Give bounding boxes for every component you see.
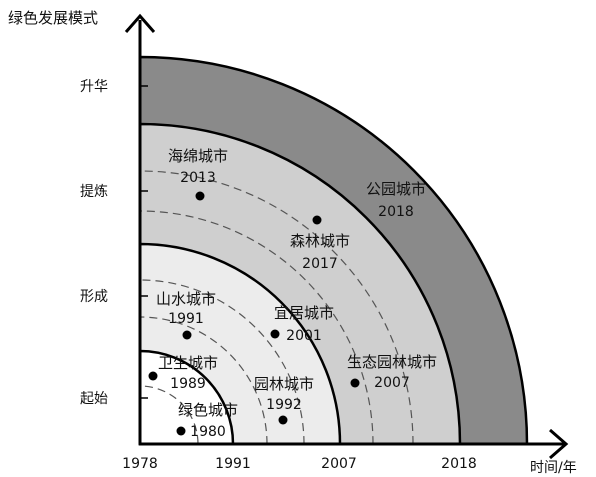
city-points — [148, 191, 360, 436]
dashed-guide-arcs — [139, 170, 414, 445]
dashed-guide-arc — [139, 385, 199, 445]
dashed-guide-arc — [139, 170, 414, 445]
city-name-sponge: 海绵城市 — [168, 147, 228, 165]
city-name-livable: 宜居城市 — [274, 304, 334, 322]
dot-livable-city — [270, 329, 280, 339]
city-year-landscape: 1991 — [168, 311, 204, 327]
city-name-eco-garden: 生态园林城市 — [347, 353, 437, 371]
stage-bands — [138, 55, 529, 446]
dashed-guide-arc — [139, 316, 268, 445]
city-labels: 绿色城市 1980 卫生城市 1989 山水城市 1991 园林城市 1992 … — [156, 147, 437, 440]
city-name-park: 公园城市 — [366, 180, 426, 198]
dot-sanitary-city — [148, 371, 158, 381]
dot-eco-garden-city — [350, 378, 360, 388]
x-tick-1978: 1978 — [122, 456, 158, 472]
city-year-livable: 2001 — [286, 328, 322, 344]
city-year-forest: 2017 — [302, 256, 338, 272]
city-year-eco-garden: 2007 — [374, 375, 410, 391]
dot-garden-city — [278, 415, 288, 425]
dot-sponge-city — [195, 191, 205, 201]
band-start — [138, 349, 235, 446]
city-name-landscape: 山水城市 — [156, 290, 216, 308]
axes — [124, 13, 569, 460]
x-axis-arrow-icon — [549, 428, 569, 460]
city-year-garden: 1992 — [266, 397, 302, 413]
city-year-sanitary: 1989 — [170, 376, 206, 392]
dot-green-city — [176, 426, 186, 436]
city-year-sponge: 2013 — [180, 170, 216, 186]
dashed-guide-arc — [139, 210, 374, 445]
city-name-sanitary: 卫生城市 — [158, 354, 218, 372]
stage-label-sublimation: 升华 — [80, 79, 108, 95]
city-year-park: 2018 — [378, 204, 414, 220]
city-year-green: 1980 — [190, 424, 226, 440]
stage-label-refinement: 提炼 — [80, 184, 108, 200]
x-tick-2007: 2007 — [321, 456, 357, 472]
dot-forest-city — [312, 215, 322, 225]
x-axis-title: 时间/年 — [530, 460, 577, 476]
city-name-green: 绿色城市 — [178, 401, 238, 419]
x-tick-1991: 1991 — [215, 456, 251, 472]
dot-landscape-city — [182, 330, 192, 340]
city-name-forest: 森林城市 — [290, 232, 350, 250]
y-axis-arrow-icon — [124, 13, 156, 33]
stage-label-start: 起始 — [80, 391, 108, 407]
city-name-garden: 园林城市 — [254, 375, 314, 393]
dashed-guide-arc — [139, 279, 305, 445]
y-axis-title: 绿色发展模式 — [8, 9, 98, 27]
stage-label-formation: 形成 — [80, 289, 108, 305]
x-tick-2018: 2018 — [441, 456, 477, 472]
